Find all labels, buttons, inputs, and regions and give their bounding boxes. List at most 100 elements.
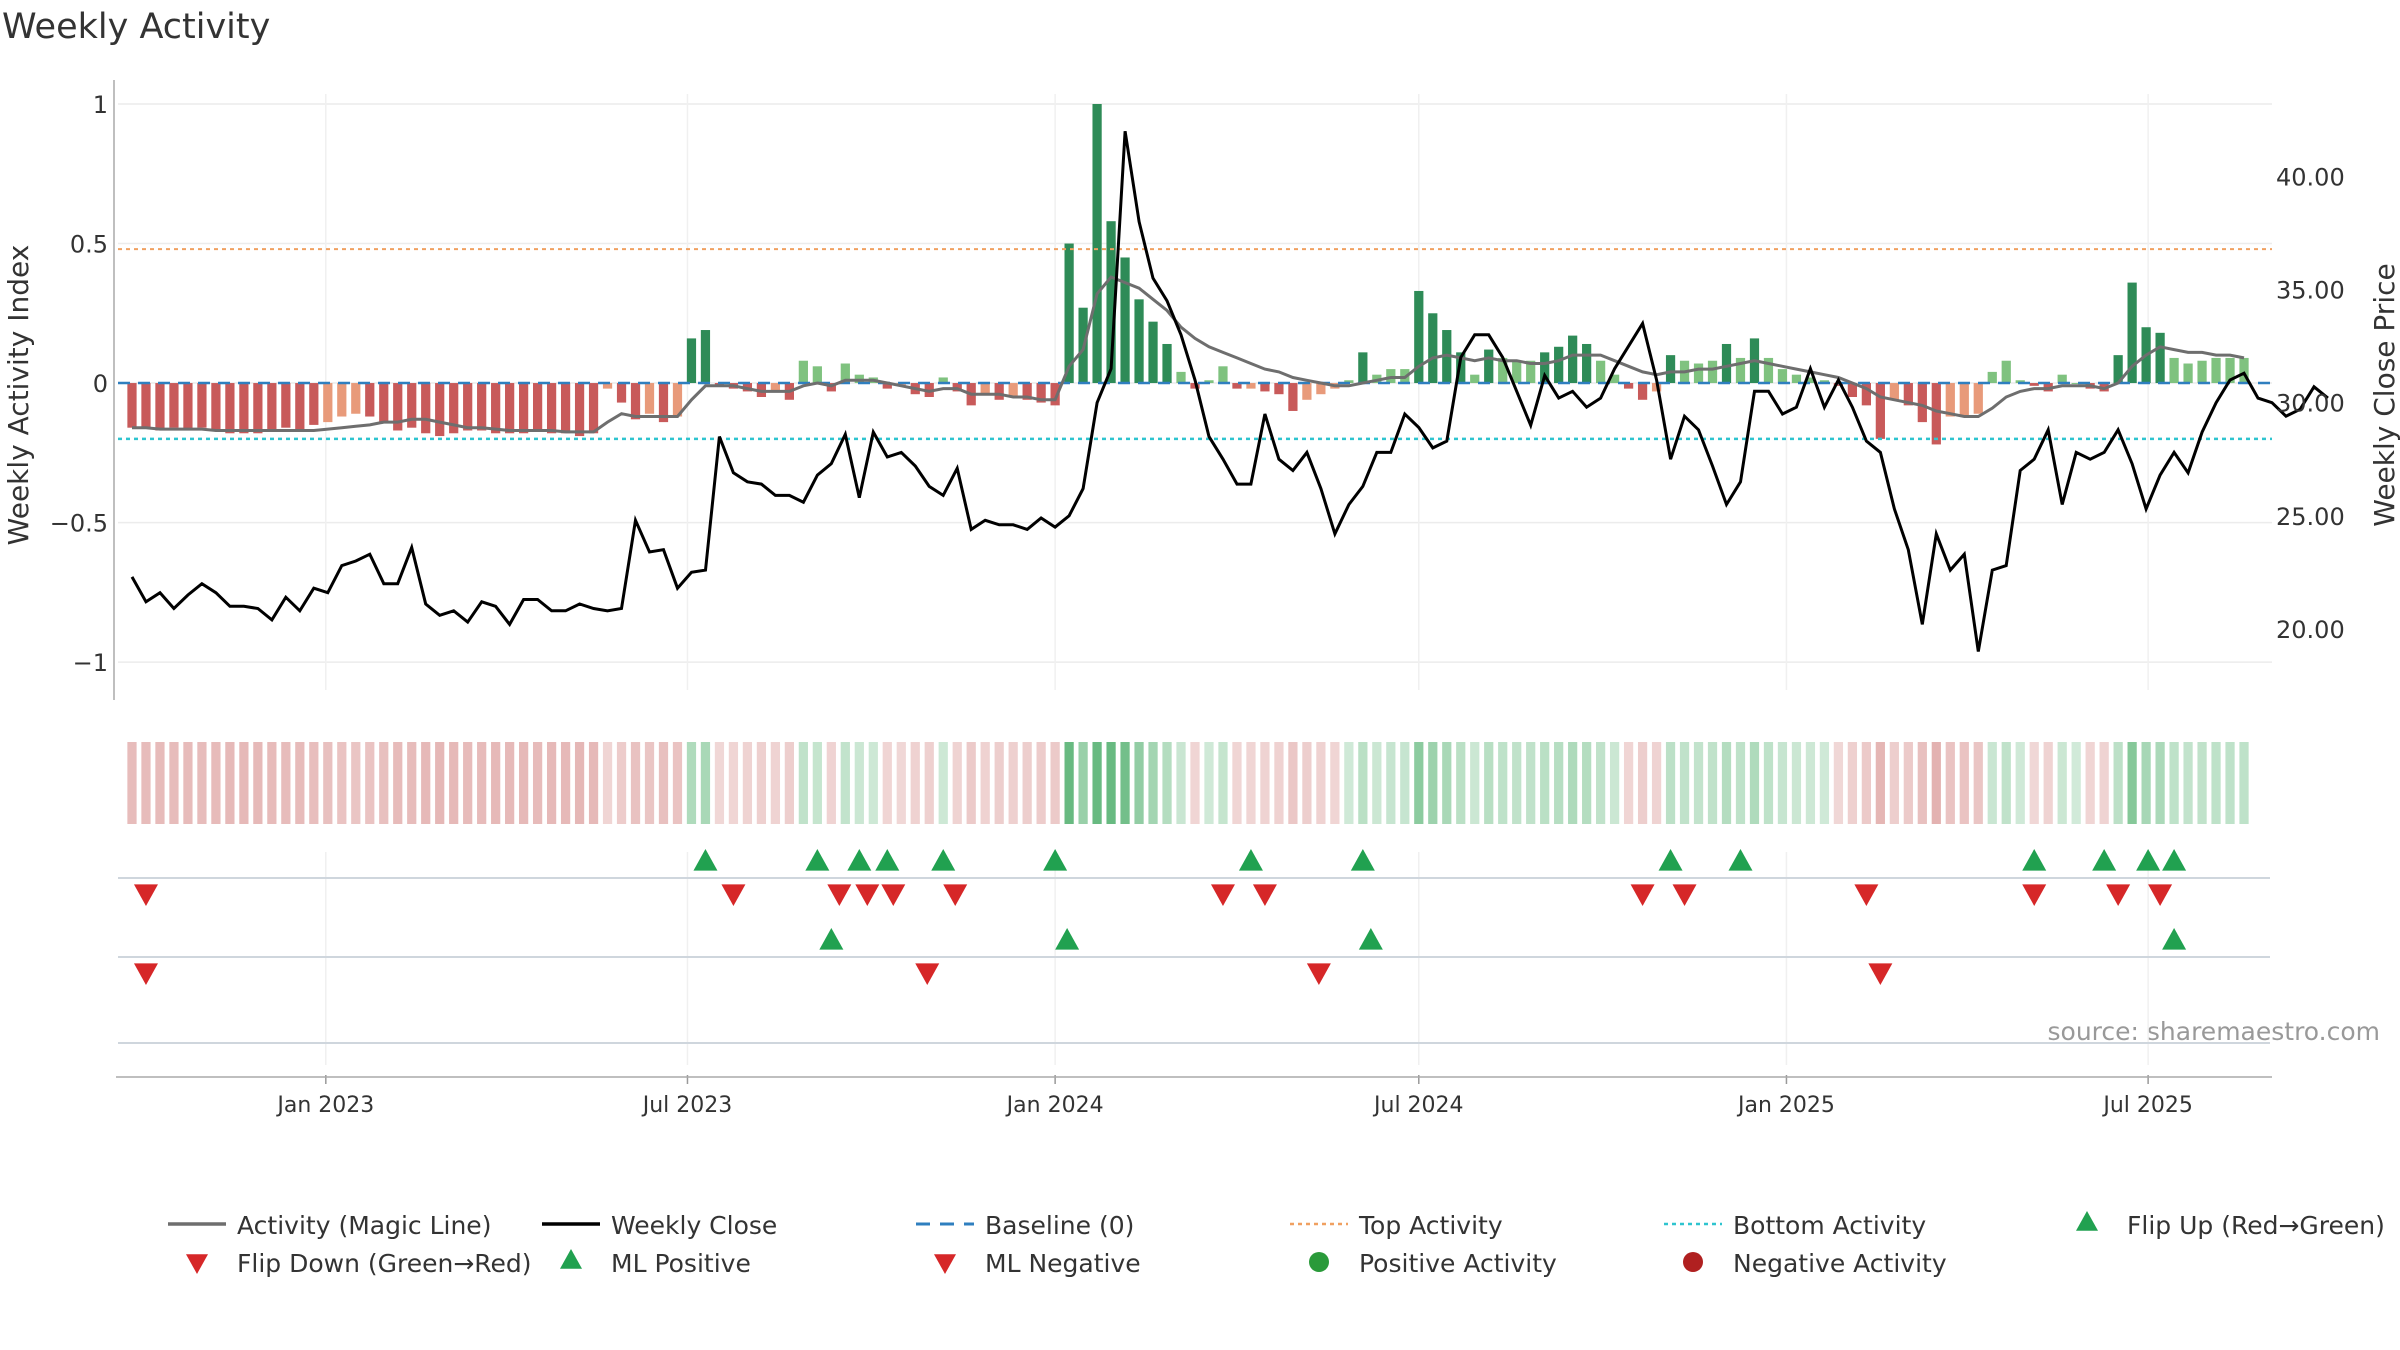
heat-strip-cell — [1763, 742, 1774, 824]
heat-strip-cell — [1931, 742, 1941, 824]
heat-strip-cell — [910, 742, 920, 824]
activity-bar — [1204, 380, 1214, 384]
activity-bar — [1665, 355, 1676, 384]
activity-bar — [1176, 371, 1186, 384]
legend-label-bottom: Bottom Activity — [1733, 1211, 1926, 1240]
y-right-tick-label: 20.00 — [2276, 616, 2345, 644]
heat-strip-cell — [1414, 742, 1424, 824]
flip-down-marker — [1672, 884, 1697, 906]
activity-bar — [1050, 383, 1060, 406]
activity-bar — [155, 383, 165, 431]
activity-bar — [1609, 374, 1620, 384]
heat-strip-cell — [337, 742, 347, 824]
heat-strip-cell — [1847, 742, 1858, 824]
heat-strip-cell — [1428, 742, 1438, 824]
heat-strip-cell — [239, 742, 249, 824]
ml-negative-marker — [1868, 963, 1893, 985]
flip-down-marker — [855, 884, 880, 906]
heat-strip-cell — [854, 742, 864, 824]
heat-strip-cell — [267, 742, 277, 824]
activity-bar — [505, 383, 515, 434]
activity-bar — [658, 383, 669, 423]
heat-strip-cell — [658, 742, 669, 824]
heat-strip-cell — [1498, 742, 1508, 824]
activity-bar — [2071, 383, 2081, 385]
activity-bar — [323, 383, 333, 423]
activity-bar — [1162, 343, 1172, 384]
heat-strip-cell — [1344, 742, 1354, 824]
activity-bar — [1721, 343, 1732, 384]
heat-strip-cell — [994, 742, 1004, 824]
activity-bar — [1735, 357, 1746, 384]
ml-positive-marker — [1358, 928, 1383, 950]
activity-bar — [1456, 352, 1466, 384]
heat-strip-cell — [1707, 742, 1718, 824]
activity-bar — [295, 383, 305, 431]
heat-strip-cell — [1875, 742, 1885, 824]
heat-strip-cell — [519, 742, 529, 824]
heat-strip-cell — [2239, 742, 2249, 824]
flip-up-marker — [2136, 849, 2161, 871]
heat-strip-cell — [784, 742, 794, 824]
flip-down-marker — [133, 884, 158, 906]
flip-up-marker — [847, 849, 872, 871]
ml-negative-marker — [1306, 963, 1331, 985]
activity-bar — [1889, 383, 1899, 400]
activity-bar — [337, 383, 347, 417]
heat-strip-cell — [2155, 742, 2165, 824]
chart-title: Weekly Activity — [2, 7, 270, 47]
heat-strip-cell — [379, 742, 389, 824]
flip-down-marker — [827, 884, 852, 906]
activity-bar — [686, 338, 697, 384]
activity-bar — [1763, 357, 1774, 384]
activity-bar — [351, 383, 361, 414]
activity-bar — [2239, 357, 2249, 384]
heat-strip-cell — [2211, 742, 2221, 824]
heat-strip-cell — [1386, 742, 1396, 824]
flip-up-marker — [1350, 849, 1375, 871]
activity-bar — [183, 383, 193, 431]
heat-strip-cell — [281, 742, 291, 824]
flip-down-marker — [721, 884, 746, 906]
activity-bar — [2183, 363, 2193, 384]
heat-strip-cell — [714, 742, 725, 824]
heat-strip-cell — [421, 742, 431, 824]
activity-bar — [2211, 357, 2221, 384]
activity-bar — [994, 383, 1004, 400]
heat-strip-cell — [1022, 742, 1032, 824]
activity-bar — [1945, 383, 1955, 417]
y-right-tick-label: 25.00 — [2276, 503, 2345, 531]
heat-strip-cell — [1288, 742, 1298, 824]
legend-label-ml_pos: ML Positive — [611, 1249, 751, 1278]
heat-strip-cell — [644, 742, 655, 824]
heat-strip-cell — [882, 742, 892, 824]
heat-strip-cell — [295, 742, 305, 824]
heat-strip-cell — [253, 742, 263, 824]
flip-down-marker — [1854, 884, 1879, 906]
activity-bar — [1316, 383, 1326, 395]
heat-strip-cell — [1134, 742, 1144, 824]
activity-bar — [1582, 343, 1592, 384]
y-left-tick-label: 0.5 — [70, 231, 108, 259]
activity-bar — [1526, 360, 1536, 384]
activity-bar — [1791, 374, 1802, 384]
heat-strip-cell — [169, 742, 179, 824]
heat-strip-cell — [1078, 742, 1088, 824]
activity-bar — [1106, 221, 1116, 384]
heat-strip-cell — [2099, 742, 2109, 824]
activity-bar — [1358, 352, 1368, 384]
heat-strip-cell — [1554, 742, 1564, 824]
legend-swatch-pos_act — [1309, 1252, 1329, 1272]
heat-strip-cell — [1945, 742, 1955, 824]
legend-label-neg_act: Negative Activity — [1733, 1249, 1947, 1278]
heat-strip-cell — [1861, 742, 1871, 824]
activity-bar — [938, 377, 948, 384]
heat-strip-cell — [840, 742, 850, 824]
heat-strip-cell — [1064, 742, 1074, 824]
activity-bar — [672, 383, 683, 417]
flip-up-marker — [2092, 849, 2117, 871]
activity-bar — [882, 383, 892, 389]
activity-bar — [211, 383, 221, 431]
y-left-tick-label: 1 — [93, 91, 108, 119]
heat-strip-cell — [2015, 742, 2025, 824]
